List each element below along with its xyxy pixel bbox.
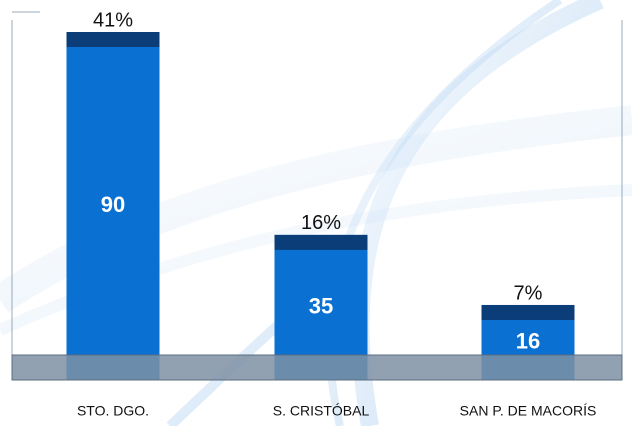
value-label: 90	[101, 192, 125, 217]
x-tick-label: STO. DGO.	[77, 403, 149, 419]
bar	[66, 32, 160, 380]
bar-cap	[66, 32, 160, 47]
value-label: 16	[516, 328, 540, 353]
bar-cap	[274, 234, 368, 250]
value-label: 35	[309, 293, 333, 318]
x-tick-label: SAN P. DE MACORÍS	[460, 403, 597, 419]
percent-label: 41%	[93, 9, 133, 31]
percent-label: 16%	[301, 212, 341, 234]
bar-cap	[481, 304, 575, 320]
base-band	[11, 354, 623, 381]
x-tick-label: S. CRISTÓBAL	[273, 403, 370, 419]
percent-label: 7%	[514, 282, 543, 304]
